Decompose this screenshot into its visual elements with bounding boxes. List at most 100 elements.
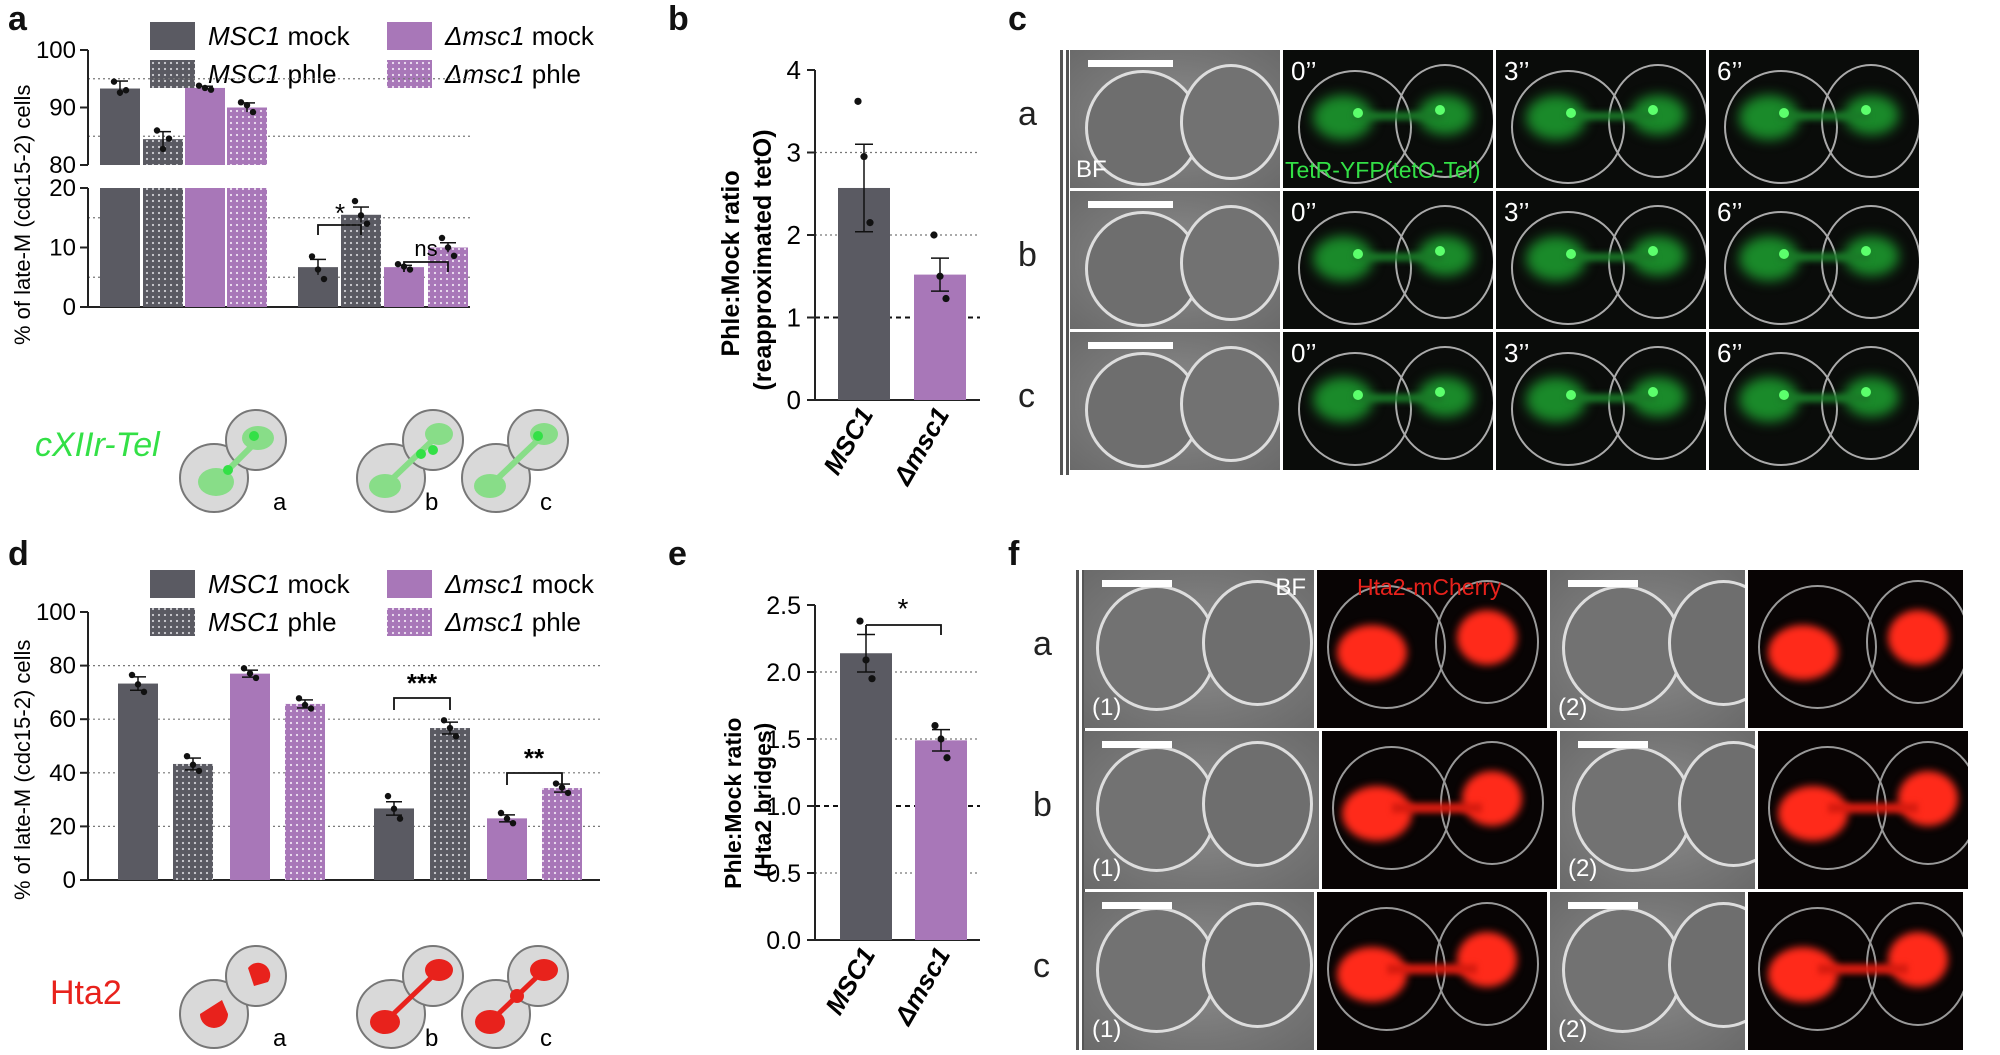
y-tick-label: 0.5 [766,860,801,888]
data-point [937,735,945,743]
legend-swatch-dmsc1-mock [387,22,432,50]
panel-letter-b: b [668,0,689,38]
panel-letter-d: d [8,535,29,573]
bar [227,188,267,307]
fluorescence-image: Hta2-mCherry [1317,570,1547,728]
data-point [406,266,414,273]
bar [285,703,325,880]
data-point [201,84,209,92]
data-point [558,784,566,791]
data-point [931,722,939,730]
fluor-label: TetR-YFP(tetO-Tel) [1285,157,1481,183]
data-point [195,767,203,775]
sig-bracket [403,261,449,272]
y-tick-label: 100 [36,37,76,64]
svg-text:c: c [540,489,552,516]
legend-label: MSC1 mock [208,21,351,51]
fluorescence-image: 3’’ [1496,332,1706,470]
data-point [243,102,251,109]
panel-letter-e: e [668,535,687,573]
y-tick-label: 40 [49,760,76,787]
y-tick-label: 90 [49,95,76,122]
data-point [509,819,517,827]
time-label: 6’’ [1717,197,1743,227]
schematic-cell-a: a [179,409,287,516]
legend-swatch-msc1-phle [150,60,195,88]
bar [185,188,225,307]
y-tick-label: 2 [787,220,801,250]
data-point [314,266,322,273]
panel-letter-a: a [8,0,27,38]
data-point [860,153,868,161]
data-point [122,87,130,94]
fluorescence-image: 6’’ [1709,50,1919,188]
legend-label: Δmsc1 mock [444,569,595,599]
y-tick-label: 3 [787,138,801,168]
cell-number-label: (1) [1092,855,1122,882]
panel-letter-f: f [1008,535,1020,573]
data-point [363,220,371,227]
y-tick-label: 1.5 [766,726,801,754]
panel-f-divider [1082,570,1085,1050]
legend-swatch-dmsc1-phle [387,60,432,88]
data-point [351,197,359,205]
svg-text:c: c [540,1025,552,1052]
row-label-a: a [1018,95,1037,133]
legend-label: MSC1 phle [208,607,337,637]
y-tick-label: 60 [49,706,76,733]
row-label-b: b [1018,236,1037,274]
bar [487,818,527,880]
data-point [295,695,303,702]
y-tick-label: 20 [49,175,76,202]
y-axis-label: % of late-M (cdc15-2) cells [10,85,35,345]
data-point [320,275,328,283]
bar [914,274,966,400]
y-tick-label: 0 [63,294,76,321]
fluorescence-image: 0’’ TetR-YFP(tetO-Tel) [1283,50,1493,188]
data-point [450,252,458,260]
brightfield-image: (2) [1560,731,1755,889]
fluorescence-image [1317,892,1547,1050]
x-tick-label: MSC1 [819,942,881,1020]
sig-label: * [335,198,345,228]
brightfield-image: BF [1070,50,1280,188]
brightfield-image [1070,332,1280,470]
bar [118,683,158,880]
y-tick-label: 1 [787,303,801,333]
bar [173,763,213,880]
brightfield-image [1070,191,1280,329]
row-label-a: a [1033,625,1052,663]
data-point [438,234,446,242]
fluor-label: Hta2-mCherry [1357,574,1502,600]
data-point [116,89,124,96]
sig-label: ns [414,236,437,261]
data-point [856,617,864,625]
data-point [307,705,315,712]
legend-label: Δmsc1 phle [444,607,581,637]
panel-b-chart: Phle:Mock ratio (reapproximated tetO) 0 1… [717,55,980,491]
legend-swatch-dmsc1-phle [387,608,432,636]
bar [100,88,140,165]
fluorescence-image: 6’’ [1709,191,1919,329]
data-point [936,272,944,280]
data-point [140,688,148,696]
sig-bracket [865,624,942,635]
data-point [942,294,950,303]
sig-label: ** [524,743,545,773]
x-tick-label: Δmsc1 [887,402,955,491]
bar [230,673,270,880]
data-point [240,665,248,672]
schematic-cell-b: b [356,945,464,1052]
brightfield-image: (1) [1084,731,1319,889]
schematic-label-cxiir-tel: cXIIr-Tel [35,426,161,464]
fluorescence-image: 3’’ [1496,50,1706,188]
time-label: 0’’ [1291,56,1317,86]
legend-swatch-dmsc1-mock [387,570,432,598]
data-point [394,260,402,268]
svg-text:b: b [425,1025,438,1052]
data-point [444,244,452,251]
schematic-cell-a: a [179,945,287,1052]
panel-c-divider [1066,50,1069,475]
data-point [446,724,454,732]
panel-e-chart: Phle:Mock ratio (Hta2 bridges) 0.0 0.5 1.0… [720,592,980,1031]
